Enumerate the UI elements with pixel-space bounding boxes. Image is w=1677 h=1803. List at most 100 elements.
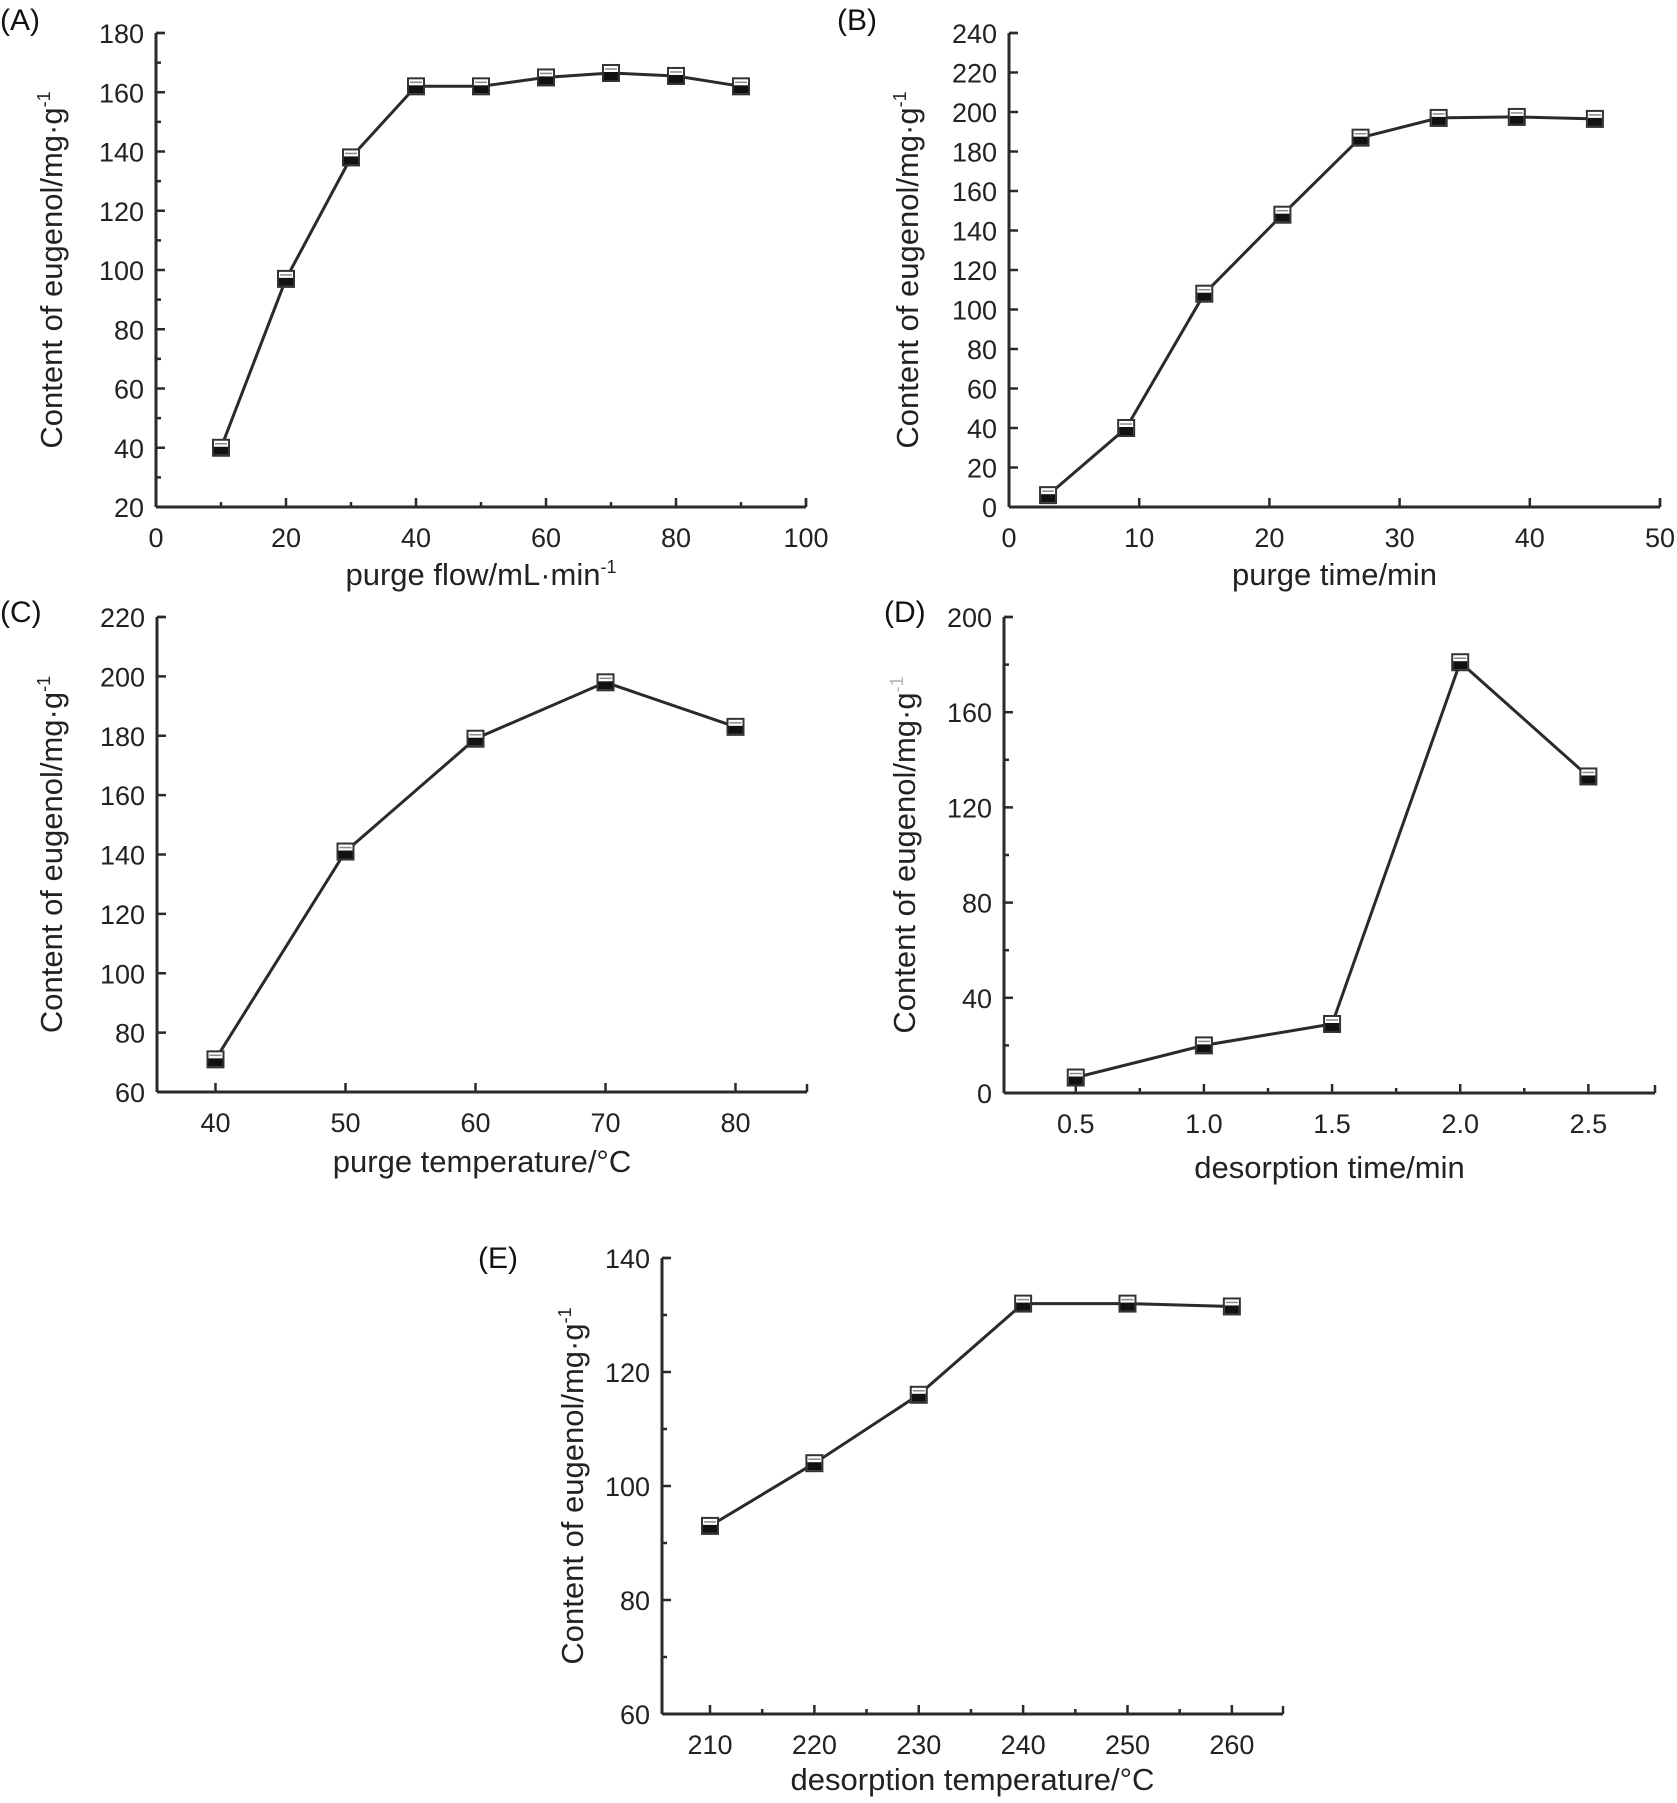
y-tick-label: 140 [99, 138, 144, 168]
marker-fill [1325, 1022, 1340, 1031]
y-tick-label: 220 [952, 59, 997, 89]
data-point-marker [1194, 1036, 1213, 1055]
marker-fill [1119, 427, 1134, 435]
x-tick-label: 40 [1515, 523, 1545, 553]
marker-fill [1509, 115, 1524, 124]
x-tick-label: 80 [661, 523, 691, 553]
y-tick-label: 0 [977, 1079, 992, 1109]
data-point-marker [1117, 419, 1136, 437]
marker-fill [338, 850, 353, 859]
y-axis-title-text: Content of eugenol/mg·g [555, 1323, 590, 1664]
data-point-marker [1585, 109, 1604, 128]
x-tick-label: 240 [1001, 1730, 1046, 1760]
x-tick-label: 0 [148, 523, 163, 553]
y-tick-label: 120 [605, 1358, 650, 1388]
x-tick-label: 40 [401, 523, 431, 553]
y-tick-label: 200 [952, 98, 997, 128]
x-tick-label: 30 [1385, 523, 1415, 553]
y-tick-label: 120 [947, 793, 992, 823]
x-tick-label: 0 [1001, 523, 1016, 553]
data-point-marker [1014, 1294, 1033, 1313]
x-axis-title: purge flow/mL·min-1 [346, 557, 617, 592]
y-tick-label: 80 [967, 335, 997, 365]
y-axis-title-text: Content of eugenol/mg·g [34, 692, 69, 1033]
marker-fill [598, 681, 613, 690]
marker-fill [539, 76, 553, 85]
chart-panel-b: (B) 0 20 40 60 80 100 120 140 160 180 200 220 240 0 10 2… [837, 4, 1675, 592]
y-tick-label: 80 [114, 315, 144, 345]
y-tick-label: 160 [952, 177, 997, 207]
y-axis-title: Content of eugenol/mg·g-1 [890, 91, 925, 448]
x-tick-label: 50 [1645, 523, 1675, 553]
data-point-marker [732, 77, 750, 96]
marker-fill [807, 1462, 822, 1471]
panel-label: (B) [837, 4, 877, 37]
x-axis-title-superscript: -1 [600, 557, 616, 577]
data-point-marker [1507, 107, 1526, 126]
data-point-marker [407, 77, 425, 96]
marker-fill [1353, 136, 1368, 145]
data-point-marker [909, 1385, 928, 1404]
marker-fill [474, 85, 488, 94]
y-tick-label: 140 [605, 1244, 650, 1274]
marker-fill [344, 156, 358, 165]
x-tick-label: 1.5 [1313, 1109, 1351, 1139]
data-point-marker [472, 77, 490, 96]
data-point-marker [212, 438, 230, 457]
x-tick-label: 1.0 [1185, 1109, 1223, 1139]
x-tick-label: 0.5 [1057, 1109, 1095, 1139]
panel-label: (C) [0, 596, 42, 629]
marker-fill [1041, 494, 1056, 503]
data-point-marker [1351, 128, 1370, 147]
x-axis-title: desorption temperature/°C [791, 1762, 1155, 1797]
y-tick-label: 100 [100, 959, 145, 989]
marker-fill [703, 1524, 718, 1533]
x-tick-label: 60 [460, 1108, 490, 1138]
x-axis-title-text: desorption temperature/°C [791, 1762, 1155, 1797]
marker-fill [911, 1393, 926, 1402]
y-axis-title-text: Content of eugenol/mg·g [890, 107, 925, 448]
marker-fill [1581, 775, 1596, 784]
marker-fill [1431, 116, 1446, 125]
marker-fill [669, 74, 683, 83]
y-tick-label: 80 [962, 889, 992, 919]
x-axis-title-text: purge temperature/°C [333, 1144, 631, 1179]
x-axis-title: purge temperature/°C [333, 1144, 631, 1179]
y-tick-label: 220 [100, 603, 145, 633]
x-tick-label: 2.5 [1570, 1109, 1608, 1139]
marker-fill [1016, 1302, 1031, 1311]
x-tick-label: 70 [590, 1108, 620, 1138]
x-tick-label: 220 [792, 1730, 837, 1760]
y-axis-title-superscript: -1 [890, 91, 910, 107]
chart-panel-d: (D) 0 40 80 120 160 200 0.5 1.0 1.5 2.0 2.5 desorpti… [884, 596, 1657, 1185]
x-tick-label: 40 [200, 1108, 230, 1138]
y-axis-title: Content of eugenol/mg·g-1 [34, 91, 69, 448]
x-tick-label: 60 [531, 523, 561, 553]
marker-fill [1587, 117, 1602, 126]
y-tick-label: 60 [967, 375, 997, 405]
y-tick-label: 0 [982, 493, 997, 523]
x-tick-label: 10 [1124, 523, 1154, 553]
marker-fill [208, 1058, 223, 1067]
y-tick-label: 200 [947, 603, 992, 633]
y-tick-label: 80 [115, 1019, 145, 1049]
marker-fill [1120, 1302, 1135, 1311]
y-axis-title-text: Content of eugenol/mg·g [34, 107, 69, 448]
y-axis-title-superscript: -1 [34, 676, 54, 692]
marker-fill [1068, 1076, 1083, 1085]
marker-fill [734, 85, 748, 94]
marker-fill [1275, 213, 1290, 222]
data-point-marker [1579, 767, 1598, 786]
data-point-marker [596, 673, 615, 692]
y-tick-label: 20 [114, 493, 144, 523]
y-tick-label: 160 [947, 698, 992, 728]
data-point-marker [602, 63, 620, 82]
y-tick-label: 240 [952, 19, 997, 49]
y-tick-label: 100 [952, 296, 997, 326]
y-tick-label: 140 [100, 841, 145, 871]
x-tick-label: 260 [1209, 1730, 1254, 1760]
x-axis-title: purge time/min [1232, 557, 1437, 592]
data-point-marker [466, 729, 485, 748]
